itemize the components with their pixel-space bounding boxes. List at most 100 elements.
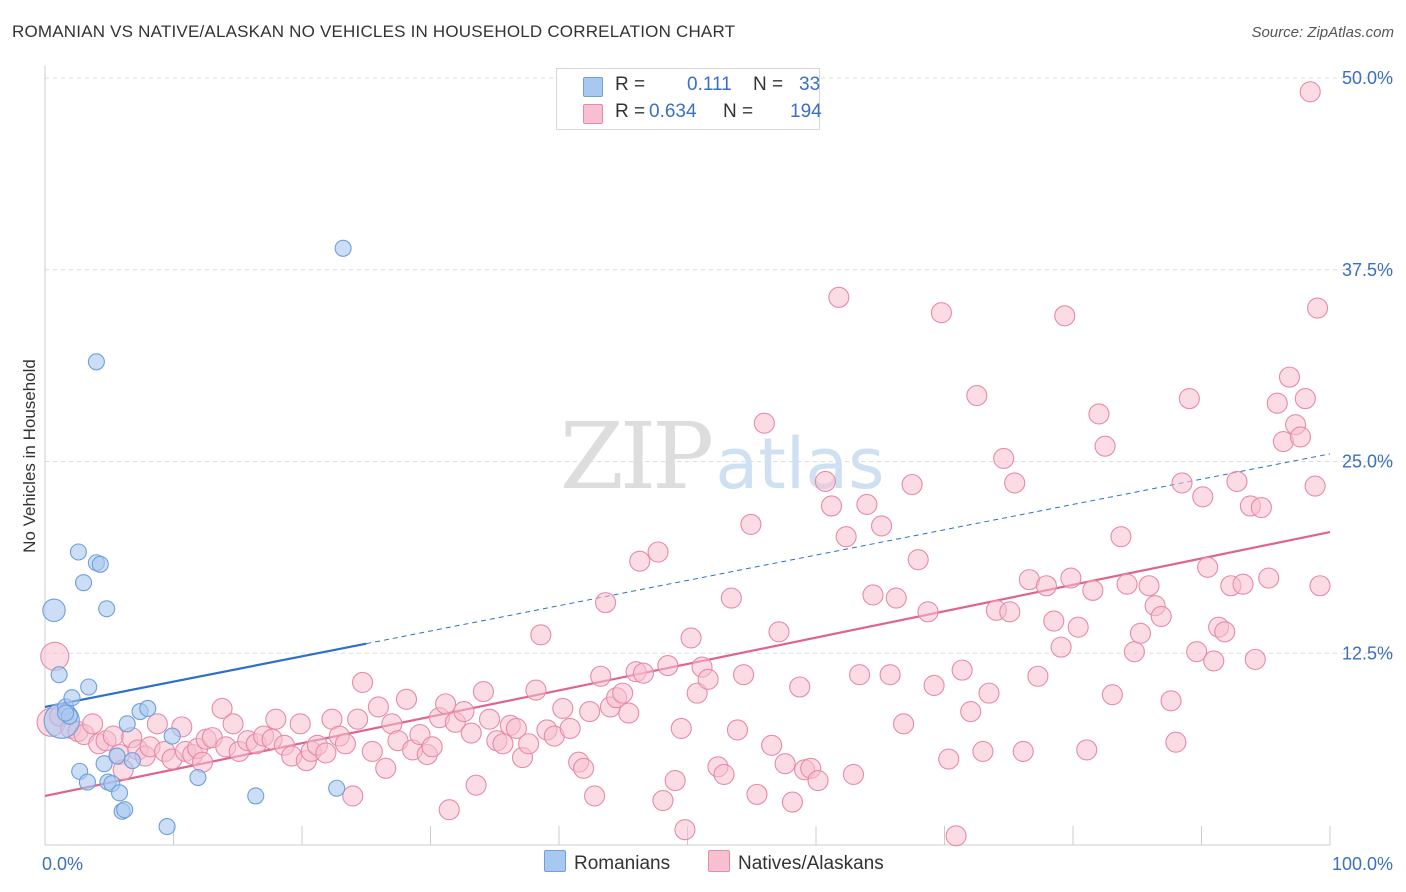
native-point	[1171, 472, 1193, 494]
native-point	[657, 654, 679, 677]
romanian-point	[57, 704, 75, 722]
romanian-point	[189, 768, 207, 787]
native-point	[505, 717, 527, 739]
watermark: ZIP atlas	[560, 403, 885, 510]
native-point	[1076, 739, 1098, 761]
native-point	[525, 679, 547, 701]
gridlines	[45, 77, 1395, 654]
native-point	[1150, 605, 1172, 627]
native-point	[856, 493, 878, 516]
native-point	[211, 697, 233, 720]
romanian-point	[247, 787, 265, 805]
native-point	[1307, 297, 1329, 319]
native-point	[102, 725, 124, 747]
n-value: 33	[799, 74, 821, 95]
native-point	[652, 789, 674, 812]
native-point	[1082, 579, 1104, 601]
romanian-point	[42, 598, 66, 623]
native-point	[1250, 496, 1272, 519]
native-point	[492, 733, 514, 755]
native-point	[1266, 392, 1288, 414]
native-point	[342, 785, 364, 807]
native-point	[347, 708, 369, 730]
native-point	[478, 708, 501, 730]
native-point	[552, 697, 574, 720]
native-point	[820, 495, 843, 517]
native-point	[740, 513, 762, 535]
native-point	[465, 774, 487, 796]
native-point	[1050, 636, 1072, 658]
romanian-point	[334, 239, 352, 257]
romanian-point	[158, 818, 176, 836]
native-point	[1304, 475, 1326, 497]
native-point	[530, 624, 552, 646]
native-point	[664, 770, 686, 792]
native-point	[879, 664, 901, 686]
watermark-atlas: atlas	[715, 423, 884, 505]
native-point	[781, 791, 803, 813]
legend-label-romanians: Romanians	[574, 853, 671, 874]
r-label: R =	[615, 74, 646, 95]
native-point	[835, 526, 857, 548]
native-point	[960, 700, 982, 723]
native-point	[472, 681, 494, 703]
legend-item-natives[interactable]: Natives/Alaskans	[708, 850, 884, 875]
native-point	[453, 700, 475, 723]
r-value: 0.111	[687, 74, 732, 95]
native-point	[1088, 403, 1110, 425]
native-point	[697, 668, 719, 690]
stats-box: R = 0.111 N = 33 R = 0.634 N = 194	[556, 68, 822, 130]
romanian-point	[110, 784, 129, 802]
native-point	[1138, 575, 1160, 597]
y-tick-label: 12.5%	[1342, 643, 1393, 663]
native-point	[945, 825, 967, 847]
romanian-point	[328, 779, 346, 797]
native-point	[584, 785, 606, 807]
native-point	[1101, 684, 1123, 706]
native-point	[1012, 740, 1034, 762]
romanian-point	[108, 747, 126, 765]
x-tick-label: 100.0%	[1332, 854, 1393, 874]
x-tick-label: 0.0%	[42, 854, 83, 874]
native-point	[438, 799, 460, 821]
native-point	[871, 515, 893, 537]
native-point	[82, 713, 104, 735]
stats-swatch-romanians	[583, 77, 603, 97]
chart-title: ROMANIAN VS NATIVE/ALASKAN NO VEHICLES I…	[12, 22, 736, 41]
romanian-point	[50, 666, 68, 684]
native-point	[1129, 622, 1152, 644]
legend-item-romanians[interactable]: Romanians	[544, 850, 670, 875]
native-point	[1294, 388, 1316, 410]
native-point	[885, 587, 907, 609]
native-point	[1094, 435, 1116, 457]
native-point	[1004, 472, 1026, 494]
native-point	[1043, 610, 1065, 632]
native-point	[1060, 567, 1082, 589]
legend-label-natives: Natives/Alaskans	[738, 853, 884, 874]
romanian-point	[95, 755, 113, 773]
native-point	[1289, 426, 1312, 448]
stats-swatch-natives	[583, 104, 603, 124]
r-value: 0.634	[649, 101, 697, 122]
watermark-zip: ZIP	[560, 403, 711, 510]
native-point	[999, 601, 1021, 623]
romanian-trend-line	[44, 642, 367, 709]
native-point	[807, 770, 829, 792]
romanian-point	[87, 353, 105, 371]
native-point	[849, 664, 871, 686]
native-point	[923, 674, 945, 697]
native-point	[901, 473, 923, 496]
native-point	[951, 659, 973, 681]
native-point	[40, 641, 70, 671]
native-point	[842, 763, 865, 785]
native-point	[753, 412, 775, 434]
native-point	[828, 286, 850, 308]
romanian-point	[78, 773, 96, 791]
native-point	[579, 700, 601, 723]
native-point	[595, 592, 617, 614]
native-point	[1214, 621, 1236, 643]
native-point	[1232, 573, 1254, 595]
romanian-point	[75, 574, 93, 592]
native-point	[222, 713, 244, 735]
